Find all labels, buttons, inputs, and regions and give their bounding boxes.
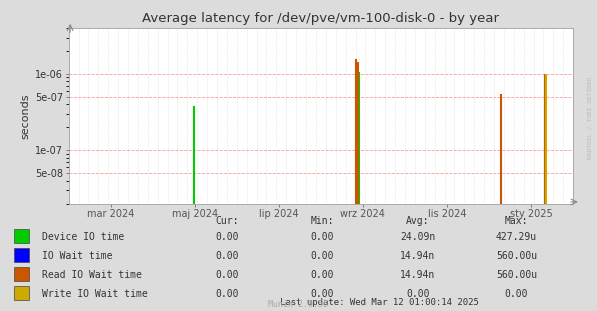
Text: Read IO Wait time: Read IO Wait time (42, 270, 141, 280)
Bar (14, 267, 29, 281)
Text: RRDTOOL / TOBI OETIKER: RRDTOOL / TOBI OETIKER (588, 77, 593, 160)
Y-axis label: seconds: seconds (21, 93, 31, 139)
Text: Cur:: Cur: (215, 216, 239, 225)
Text: 0.00: 0.00 (310, 270, 334, 280)
Text: 427.29u: 427.29u (496, 232, 537, 242)
Text: Last update: Wed Mar 12 01:00:14 2025: Last update: Wed Mar 12 01:00:14 2025 (279, 298, 479, 307)
Text: 0.00: 0.00 (215, 270, 239, 280)
Text: 14.94n: 14.94n (400, 270, 436, 280)
Text: Max:: Max: (504, 216, 528, 225)
Text: 560.00u: 560.00u (496, 251, 537, 261)
Text: IO Wait time: IO Wait time (42, 251, 112, 261)
Text: Write IO Wait time: Write IO Wait time (42, 289, 147, 299)
Text: 0.00: 0.00 (504, 289, 528, 299)
Text: Avg:: Avg: (406, 216, 430, 225)
Text: 0.00: 0.00 (215, 232, 239, 242)
Text: 0.00: 0.00 (215, 251, 239, 261)
Text: Min:: Min: (310, 216, 334, 225)
Text: Device IO time: Device IO time (42, 232, 124, 242)
Text: 0.00: 0.00 (310, 289, 334, 299)
Text: 0.00: 0.00 (310, 232, 334, 242)
Text: 0.00: 0.00 (406, 289, 430, 299)
Bar (14, 230, 29, 243)
Text: 14.94n: 14.94n (400, 251, 436, 261)
Bar (14, 248, 29, 262)
Text: 560.00u: 560.00u (496, 270, 537, 280)
Text: Munin 2.0.56: Munin 2.0.56 (269, 300, 328, 309)
Title: Average latency for /dev/pve/vm-100-disk-0 - by year: Average latency for /dev/pve/vm-100-disk… (143, 12, 499, 26)
Text: 0.00: 0.00 (215, 289, 239, 299)
Text: 24.09n: 24.09n (400, 232, 436, 242)
Text: 0.00: 0.00 (310, 251, 334, 261)
Bar (14, 286, 29, 300)
